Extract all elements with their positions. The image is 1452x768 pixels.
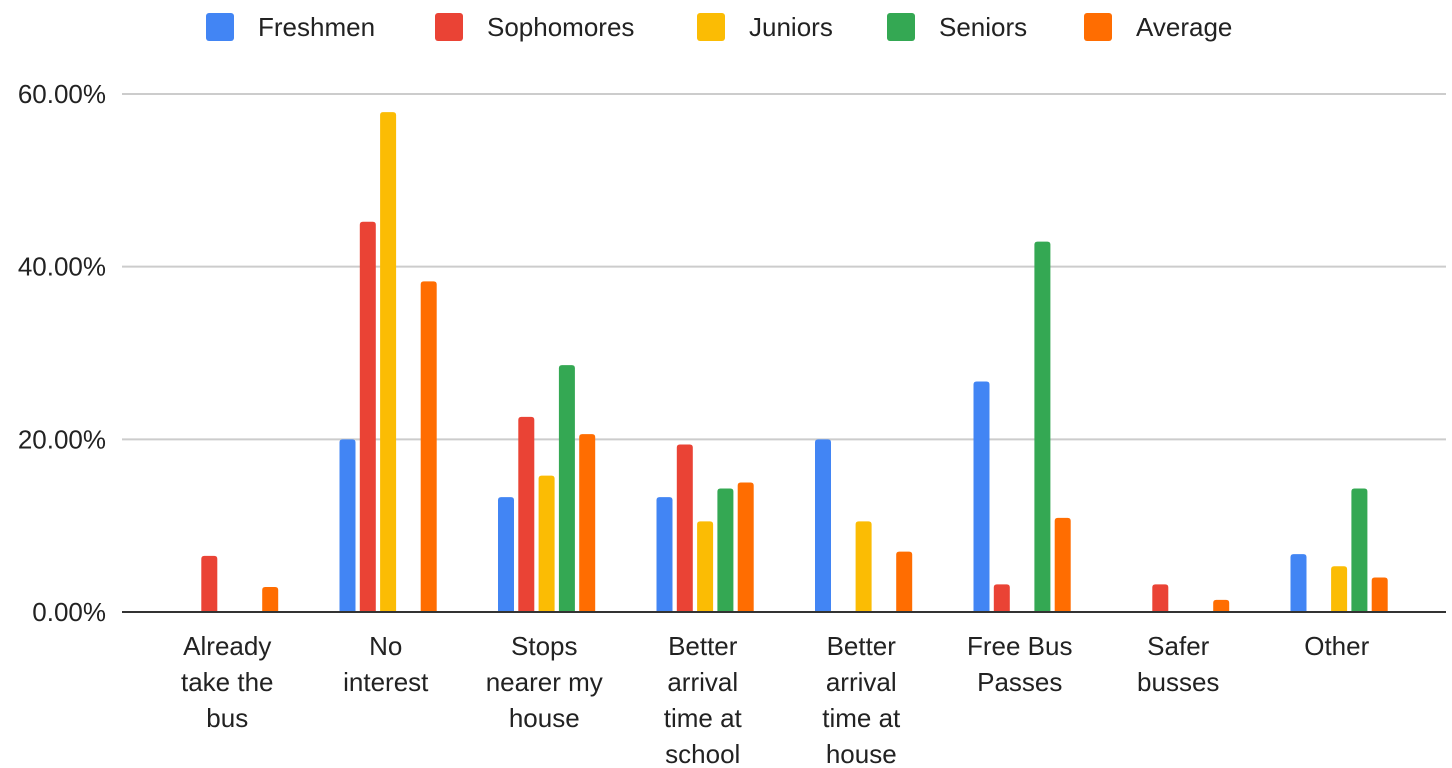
bar-seniors <box>1034 241 1051 612</box>
category-label-line: arrival <box>826 667 897 697</box>
bar-sophomores <box>201 555 218 612</box>
legend-label-seniors: Seniors <box>939 12 1027 42</box>
bar-freshmen <box>815 439 831 612</box>
gridlines <box>122 93 1446 441</box>
bar-freshmen <box>498 497 514 612</box>
y-tick-label: 40.00% <box>18 252 106 282</box>
bar-juniors <box>538 475 555 612</box>
legend-swatch-juniors <box>697 13 725 41</box>
bar-average <box>420 281 437 612</box>
bar-freshmen <box>339 439 356 612</box>
category-label-line: school <box>665 739 740 768</box>
category-label: Safer busses <box>1137 631 1219 697</box>
category-label-line: Better <box>668 631 738 661</box>
category-label: Better arrival time at house <box>822 631 901 768</box>
legend-swatch-sophomores <box>435 13 463 41</box>
category-label-line: Better <box>827 631 897 661</box>
bar-juniors <box>380 112 397 612</box>
bar-freshmen <box>1290 554 1307 612</box>
legend-label-sophomores: Sophomores <box>487 12 634 42</box>
category-label: Better arrival time at school <box>664 631 743 768</box>
bar-average <box>737 482 754 612</box>
bar-average <box>896 551 913 612</box>
category-label-line: arrival <box>667 667 738 697</box>
category-label: Already take the bus <box>181 631 274 733</box>
category-label-line: Safer <box>1147 631 1209 661</box>
category-label-line: nearer my <box>486 667 603 697</box>
bar-seniors <box>717 488 734 612</box>
category-label-line: busses <box>1137 667 1219 697</box>
category-label-line: interest <box>343 667 429 697</box>
bar-average <box>1371 577 1388 612</box>
bar-freshmen <box>973 381 990 612</box>
bar-seniors <box>558 365 575 612</box>
legend-label-freshmen: Freshmen <box>258 12 375 42</box>
x-axis-labels: Already take the bus No interest Stops nearer … <box>181 631 1370 768</box>
bar-average <box>1054 517 1071 612</box>
category-label-line: time at <box>664 703 743 733</box>
category-label: Other <box>1304 631 1369 661</box>
category-label-line: take the <box>181 667 274 697</box>
category-label: No interest <box>343 631 429 697</box>
bar-average <box>262 586 279 612</box>
bar-sophomores <box>993 584 1010 612</box>
category-label-line: time at <box>822 703 901 733</box>
legend-swatch-average <box>1084 13 1112 41</box>
bar-seniors <box>1351 488 1368 612</box>
category-label-line: Free Bus <box>967 631 1073 661</box>
legend-label-juniors: Juniors <box>749 12 833 42</box>
bars <box>201 112 1388 613</box>
category-label: Free Bus Passes <box>967 631 1073 697</box>
bar-juniors <box>855 521 872 612</box>
y-tick-label: 20.00% <box>18 424 106 454</box>
y-tick-label: 60.00% <box>18 79 106 109</box>
legend-swatch-freshmen <box>206 13 234 41</box>
category-label-line: house <box>826 739 897 768</box>
category-label-line: Passes <box>977 667 1062 697</box>
legend-label-average: Average <box>1136 12 1232 42</box>
category-label-line: bus <box>206 703 248 733</box>
category-label-line: Other <box>1304 631 1369 661</box>
y-axis-ticks: 0.00% 20.00% 40.00% 60.00% <box>18 79 106 627</box>
bar-juniors <box>1331 566 1348 612</box>
category-label: Stops nearer my house <box>486 631 603 733</box>
category-label-line: No <box>369 631 402 661</box>
category-label-line: Already <box>183 631 271 661</box>
y-tick-label: 0.00% <box>32 597 106 627</box>
bar-average <box>1213 599 1230 612</box>
legend-swatch-seniors <box>887 13 915 41</box>
legend: Freshmen Sophomores Juniors Seniors Average <box>206 12 1232 42</box>
bar-average <box>579 434 596 612</box>
bar-freshmen <box>656 497 673 612</box>
bar-juniors <box>697 521 714 612</box>
bar-sophomores <box>518 416 535 612</box>
bar-sophomores <box>1152 584 1169 612</box>
category-label-line: Stops <box>511 631 578 661</box>
category-label-line: house <box>509 703 580 733</box>
bar-sophomores <box>676 444 693 612</box>
bar-sophomores <box>359 221 376 613</box>
